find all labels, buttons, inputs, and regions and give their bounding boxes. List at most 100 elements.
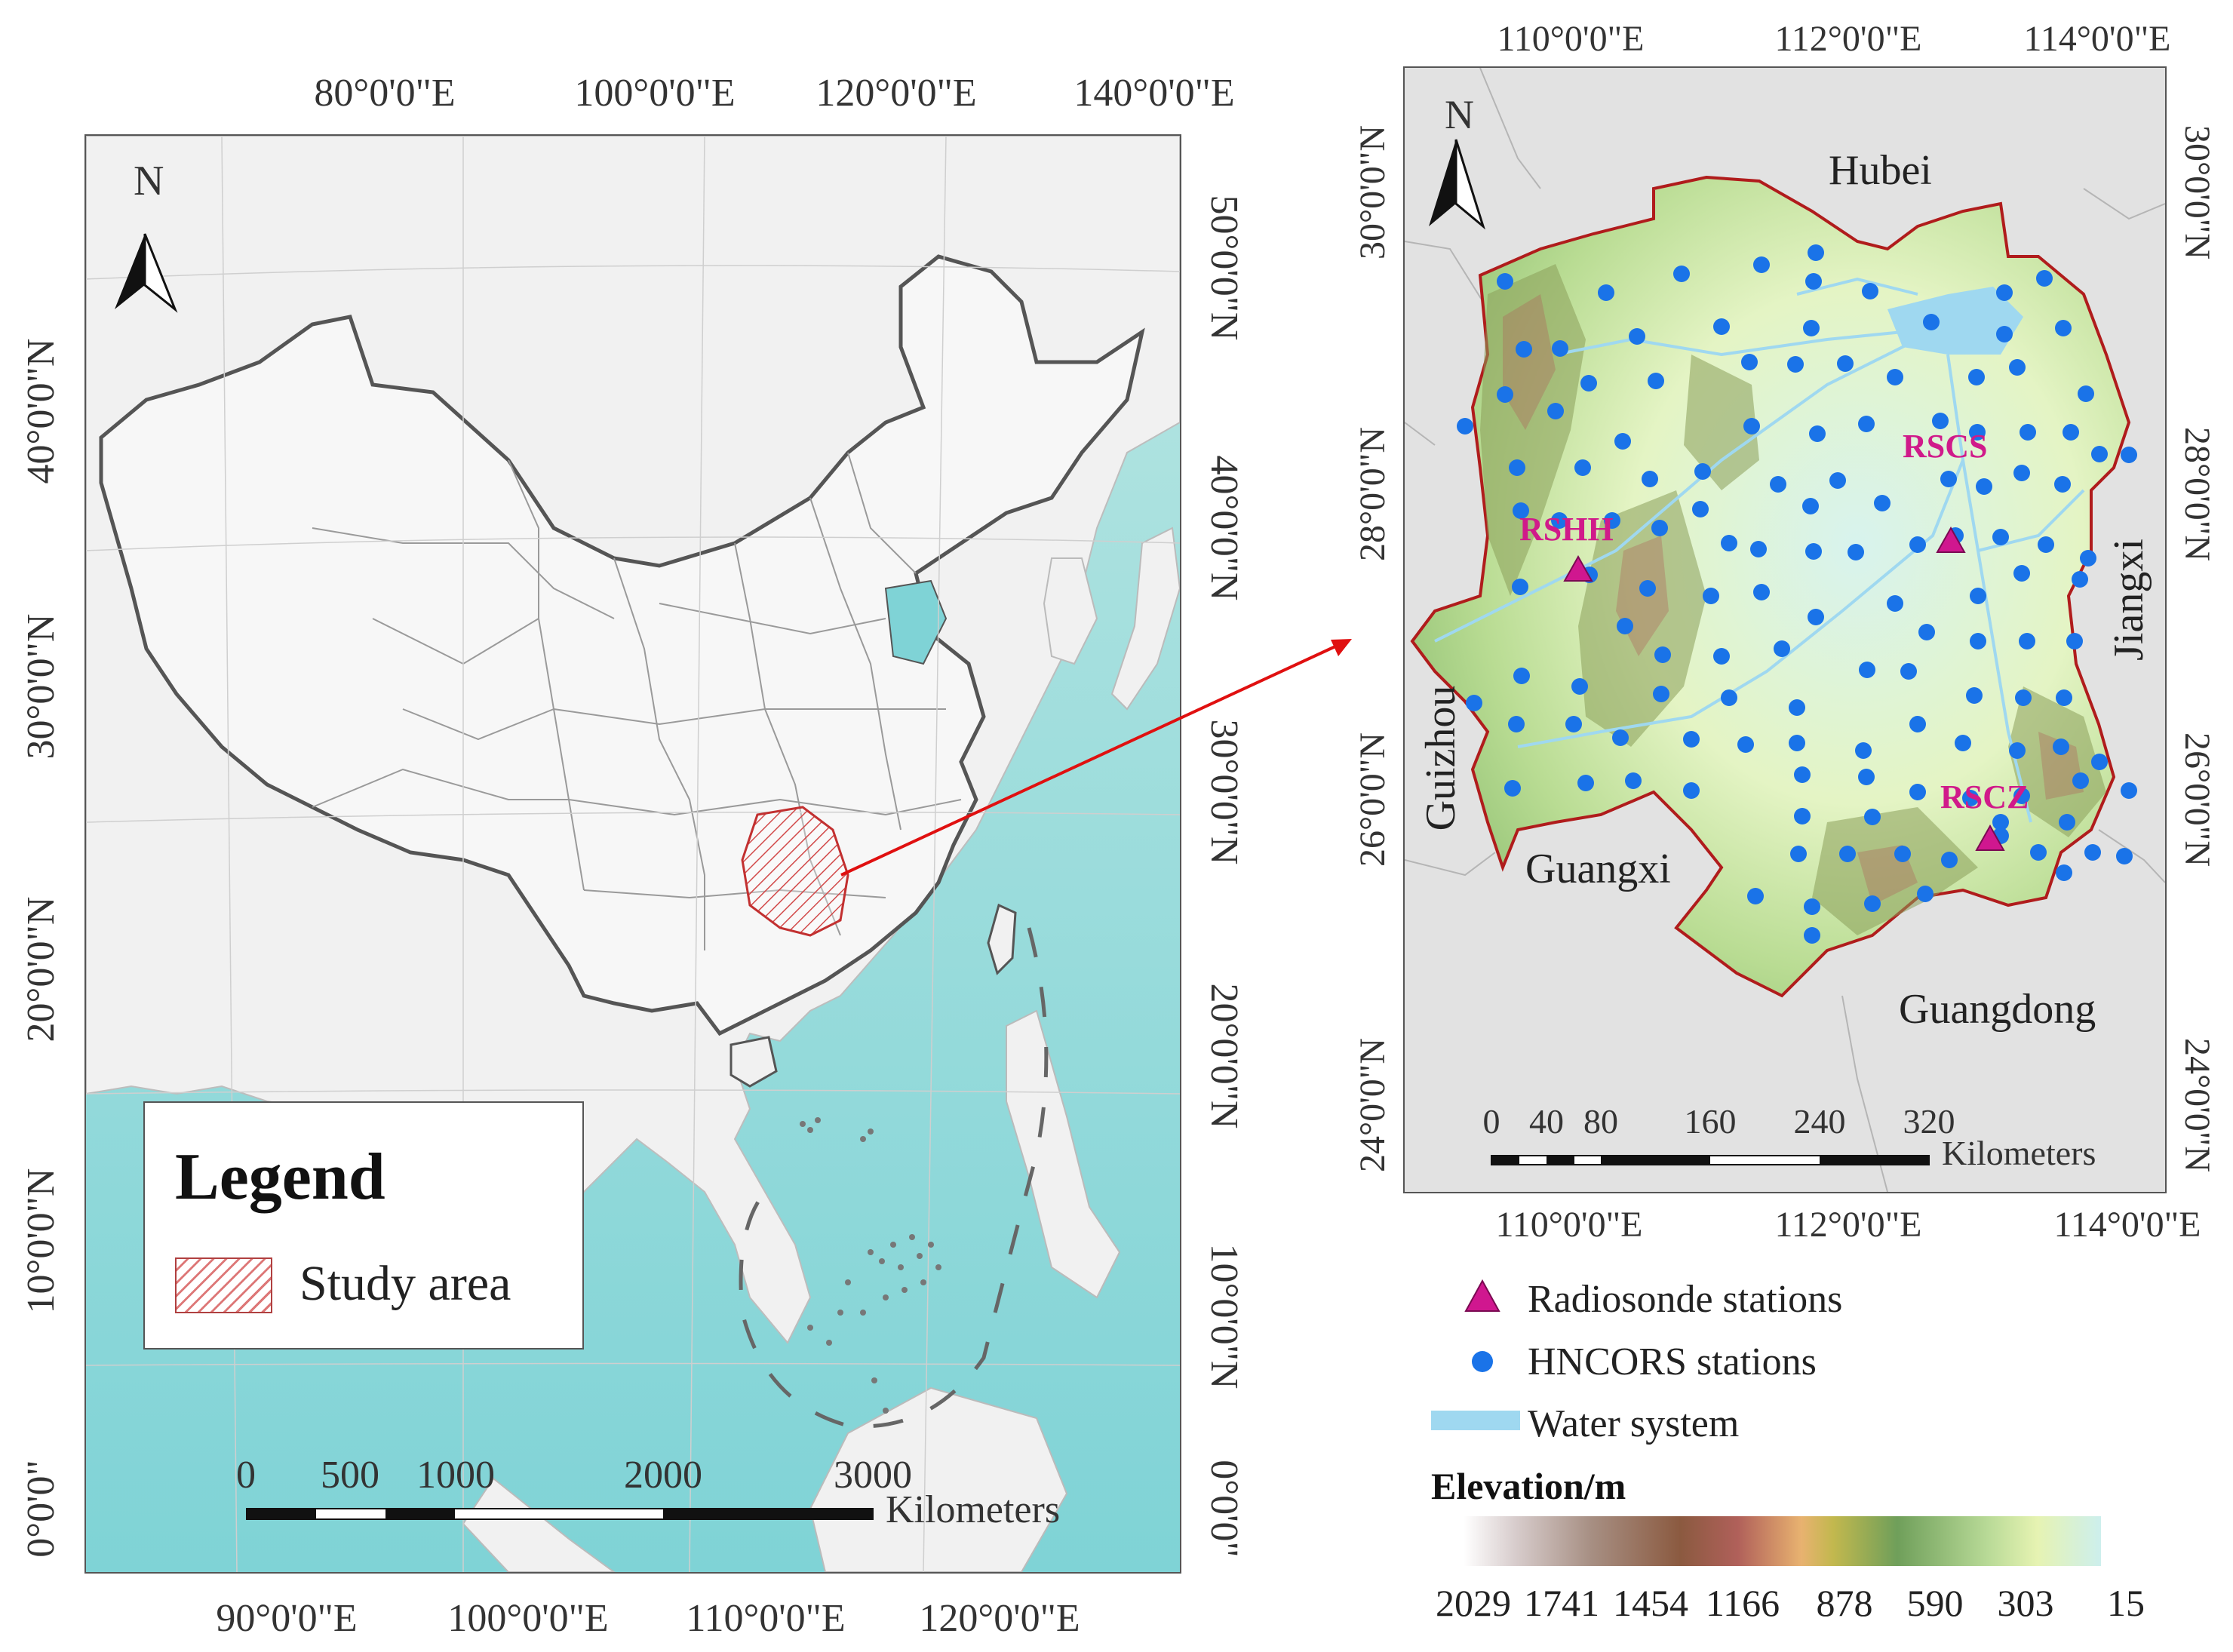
radiosonde-legend-icon xyxy=(1464,1279,1500,1312)
terrain-highlands xyxy=(1503,294,2084,905)
right-scale-tick-40: 40 xyxy=(1529,1102,1564,1141)
scale-bar-left xyxy=(246,1508,874,1520)
hainan xyxy=(729,1036,778,1088)
lat-right-0: 0°0'0" xyxy=(1203,1460,1246,1558)
lon-top-80: 80°0'0"E xyxy=(314,72,456,115)
rlat-left-30: 30°0'0"N xyxy=(1353,124,1393,260)
right-scale-tick-0: 0 xyxy=(1482,1102,1500,1141)
rlat-right-24: 24°0'0"N xyxy=(2177,1037,2217,1173)
scale-bar-right xyxy=(1491,1155,1930,1165)
rlon-top-110: 110°0'0"E xyxy=(1497,19,1645,59)
lat-left-0: 0°0'0" xyxy=(20,1460,63,1558)
right-scale-tick-160: 160 xyxy=(1684,1102,1737,1141)
rlat-right-30: 30°0'0"N xyxy=(2177,124,2217,260)
lat-left-40: 40°0'0"N xyxy=(20,338,63,484)
rlon-top-114: 114°0'0"E xyxy=(2023,19,2171,59)
taiwan xyxy=(987,903,1017,975)
radiosonde-station-rscz xyxy=(1975,824,2005,851)
elevation-legend-title: Elevation/m xyxy=(1431,1465,1626,1507)
rlon-top-112: 112°0'0"E xyxy=(1774,19,1922,59)
scale-tick-1000: 1000 xyxy=(416,1454,495,1497)
radiosonde-stations xyxy=(1563,526,2005,851)
lon-top-100: 100°0'0"E xyxy=(574,72,736,115)
guizhou-label: Guizhou xyxy=(1418,685,1464,831)
north-arrow-left xyxy=(115,233,178,313)
hncors-stations xyxy=(1457,244,2137,944)
rlat-right-28: 28°0'0"N xyxy=(2177,426,2217,562)
study-area-swatch xyxy=(175,1257,272,1313)
scale-tick-0: 0 xyxy=(236,1454,256,1497)
legend-title: Legend xyxy=(175,1141,385,1214)
elev-label-878: 878 xyxy=(1816,1582,1873,1624)
connector-arrow xyxy=(840,639,1352,877)
lon-bottom-110: 110°0'0"E xyxy=(686,1597,846,1640)
elev-label-2029: 2029 xyxy=(1436,1582,1511,1624)
guangxi-label: Guangxi xyxy=(1525,846,1671,892)
hunan-map-panel: N RSCS RSHH RSCZ Hubei Guangxi Guangdong… xyxy=(1403,66,2167,1193)
elev-label-1166: 1166 xyxy=(1705,1582,1780,1624)
radiosonde-station-rshh xyxy=(1563,554,1593,582)
lat-right-20: 20°0'0"N xyxy=(1203,983,1246,1129)
rlat-left-26: 26°0'0"N xyxy=(1353,732,1393,867)
lon-top-120: 120°0'0"E xyxy=(815,72,977,115)
lat-right-40: 40°0'0"N xyxy=(1203,455,1246,601)
philippines xyxy=(1006,1009,1121,1299)
graticule xyxy=(86,136,1180,1572)
lon-top-140: 140°0'0"E xyxy=(1073,72,1235,115)
elev-label-15: 15 xyxy=(2107,1582,2145,1624)
hubei-label: Hubei xyxy=(1829,147,1932,194)
elev-label-1741: 1741 xyxy=(1524,1582,1599,1624)
dongting-lake xyxy=(1887,287,2023,355)
rlon-bottom-110: 110°0'0"E xyxy=(1495,1205,1643,1245)
right-scale-unit: Kilometers xyxy=(1942,1134,2096,1172)
lon-bottom-90: 90°0'0"E xyxy=(216,1597,358,1640)
scale-unit-left: Kilometers xyxy=(886,1488,1061,1531)
lon-bottom-120: 120°0'0"E xyxy=(919,1597,1080,1640)
korea xyxy=(1043,557,1098,665)
elev-label-303: 303 xyxy=(1997,1582,2054,1624)
japan xyxy=(1110,527,1180,711)
rlon-bottom-114: 114°0'0"E xyxy=(2053,1205,2201,1245)
lat-left-20: 20°0'0"N xyxy=(20,896,63,1042)
neighbor-boundaries xyxy=(1405,68,2165,1192)
hncors-legend-label: HNCORS stations xyxy=(1528,1340,1817,1383)
legend-study-area-label: Study area xyxy=(299,1256,511,1311)
map-legend: Legend Study area xyxy=(143,1101,584,1350)
lat-left-30: 30°0'0"N xyxy=(20,613,63,760)
rlat-left-28: 28°0'0"N xyxy=(1353,426,1393,562)
scale-tick-2000: 2000 xyxy=(624,1454,702,1497)
scale-tick-500: 500 xyxy=(321,1454,379,1497)
elevation-color-ramp xyxy=(1464,1516,2101,1566)
south-china-sea-islands xyxy=(800,1117,941,1414)
lat-left-10: 10°0'0"N xyxy=(20,1168,63,1314)
jiangxi-label: Jiangxi xyxy=(2106,539,2152,661)
elev-label-590: 590 xyxy=(1906,1582,1964,1624)
radiosonde-legend-label: Radiosonde stations xyxy=(1528,1278,1843,1321)
radiosonde-station-rscs xyxy=(1936,526,1966,553)
terrain-mountains xyxy=(1480,264,2106,935)
hncors-legend-icon xyxy=(1472,1351,1493,1372)
rshh-label: RSHH xyxy=(1519,511,1614,548)
rlat-left-24: 24°0'0"N xyxy=(1353,1037,1393,1173)
right-scale-tick-240: 240 xyxy=(1793,1102,1846,1141)
right-scale-tick-80: 80 xyxy=(1583,1102,1618,1141)
lat-right-10: 10°0'0"N xyxy=(1203,1243,1246,1389)
elev-label-1454: 1454 xyxy=(1613,1582,1688,1624)
nine-dash-line xyxy=(739,927,1049,1429)
rlon-bottom-112: 112°0'0"E xyxy=(1774,1205,1922,1245)
guangdong-label: Guangdong xyxy=(1899,986,2096,1033)
north-label-right: N xyxy=(1445,92,1474,137)
study-area xyxy=(741,806,849,937)
bohai-sea xyxy=(884,579,948,665)
lat-right-50: 50°0'0"N xyxy=(1203,195,1246,341)
lon-bottom-100: 100°0'0"E xyxy=(447,1597,609,1640)
water-system-legend-swatch xyxy=(1431,1411,1520,1430)
rscz-label: RSCZ xyxy=(1940,778,2029,815)
water-system-legend-label: Water system xyxy=(1528,1402,1740,1445)
rscs-label: RSCS xyxy=(1903,428,1988,465)
scale-tick-3000: 3000 xyxy=(834,1454,912,1497)
hunan-map xyxy=(1405,68,2165,1192)
rlat-right-26: 26°0'0"N xyxy=(2177,732,2217,867)
right-scale-tick-320: 320 xyxy=(1903,1102,1955,1141)
north-arrow-right xyxy=(1429,139,1485,230)
